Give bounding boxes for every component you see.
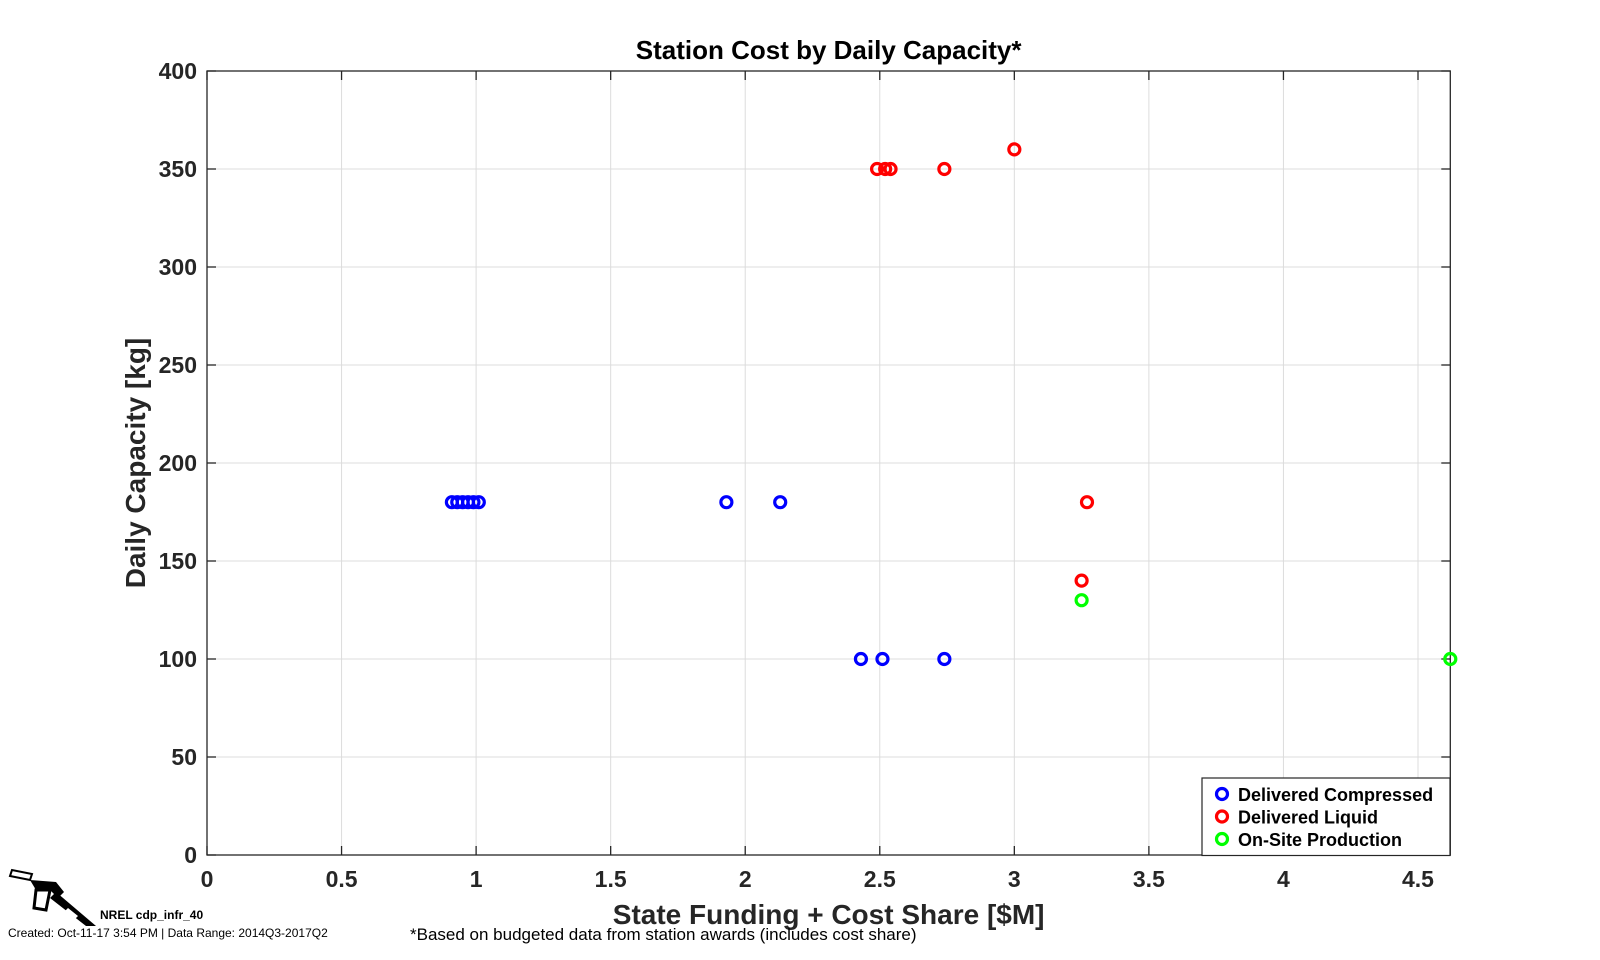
data-point-delivered-liquid <box>883 161 898 177</box>
axis-ticks: 0 0.5 1 1.5 2 2.5 3 3.5 4 4.5 0 50 100 150 200 250 300 35… <box>159 58 1451 892</box>
y-tick-label: 100 <box>159 646 197 672</box>
y-tick-label: 200 <box>159 450 197 476</box>
data-point-delivered-liquid <box>878 161 893 177</box>
x-axis-label: State Funding + Cost Share [$M] <box>613 899 1045 930</box>
data-point-delivered-liquid <box>869 161 885 177</box>
x-tick-label: 2.5 <box>864 866 896 892</box>
fuel-nozzle-icon <box>8 868 96 926</box>
x-tick-label: 1.5 <box>595 866 627 892</box>
legend-marker <box>1214 831 1230 847</box>
data-point-on-site-production <box>1443 651 1458 667</box>
legend-entry: On-Site Production <box>1238 830 1402 850</box>
data-point-delivered-compressed <box>853 651 869 667</box>
x-tick-label: 0 <box>201 866 214 892</box>
data-points <box>444 142 1458 667</box>
data-point-delivered-compressed <box>471 495 486 510</box>
y-tick-label: 250 <box>159 352 197 378</box>
data-point-on-site-production <box>1074 593 1089 608</box>
x-tick-label: 4.5 <box>1402 866 1434 892</box>
x-tick-label: 3.5 <box>1133 866 1165 892</box>
x-tick-label: 3 <box>1008 866 1021 892</box>
data-point-delivered-liquid <box>1074 573 1089 588</box>
y-tick-label: 50 <box>171 744 197 770</box>
data-point-delivered-compressed <box>875 651 890 667</box>
y-tick-label: 400 <box>159 58 197 84</box>
y-axis-label: Daily Capacity [kg] <box>120 338 151 589</box>
grid-lines <box>207 71 1451 855</box>
x-tick-label: 0.5 <box>326 866 358 892</box>
chart-title: Station Cost by Daily Capacity* <box>636 35 1023 65</box>
data-point-delivered-liquid <box>1079 495 1095 510</box>
footnote: *Based on budgeted data from station awa… <box>410 925 917 944</box>
legend-box <box>1201 777 1451 857</box>
x-tick-label: 2 <box>739 866 752 892</box>
legend-entry: Delivered Liquid <box>1238 808 1378 828</box>
data-point-delivered-compressed <box>466 495 481 510</box>
legend-entry: Delivered Compressed <box>1238 785 1433 805</box>
y-tick-label: 350 <box>159 156 197 182</box>
x-tick-label: 4 <box>1277 866 1290 892</box>
legend-marker <box>1214 786 1230 802</box>
created-date-label: Created: Oct-11-17 3:54 PM | Data Range:… <box>8 926 328 940</box>
x-tick-label: 1 <box>470 866 483 892</box>
y-tick-label: 0 <box>184 842 197 868</box>
data-point-delivered-compressed <box>937 651 952 667</box>
legend: Delivered Compressed Delivered LiquidOn-S… <box>1201 777 1451 857</box>
y-tick-label: 150 <box>159 548 197 574</box>
legend-marker <box>1214 809 1230 824</box>
y-tick-label: 300 <box>159 254 197 280</box>
data-point-delivered-compressed <box>773 495 788 510</box>
data-point-delivered-compressed <box>719 495 734 510</box>
data-point-delivered-liquid <box>1007 142 1022 157</box>
chart-id-label: NREL cdp_infr_40 <box>100 908 204 922</box>
data-point-delivered-liquid <box>937 161 952 177</box>
